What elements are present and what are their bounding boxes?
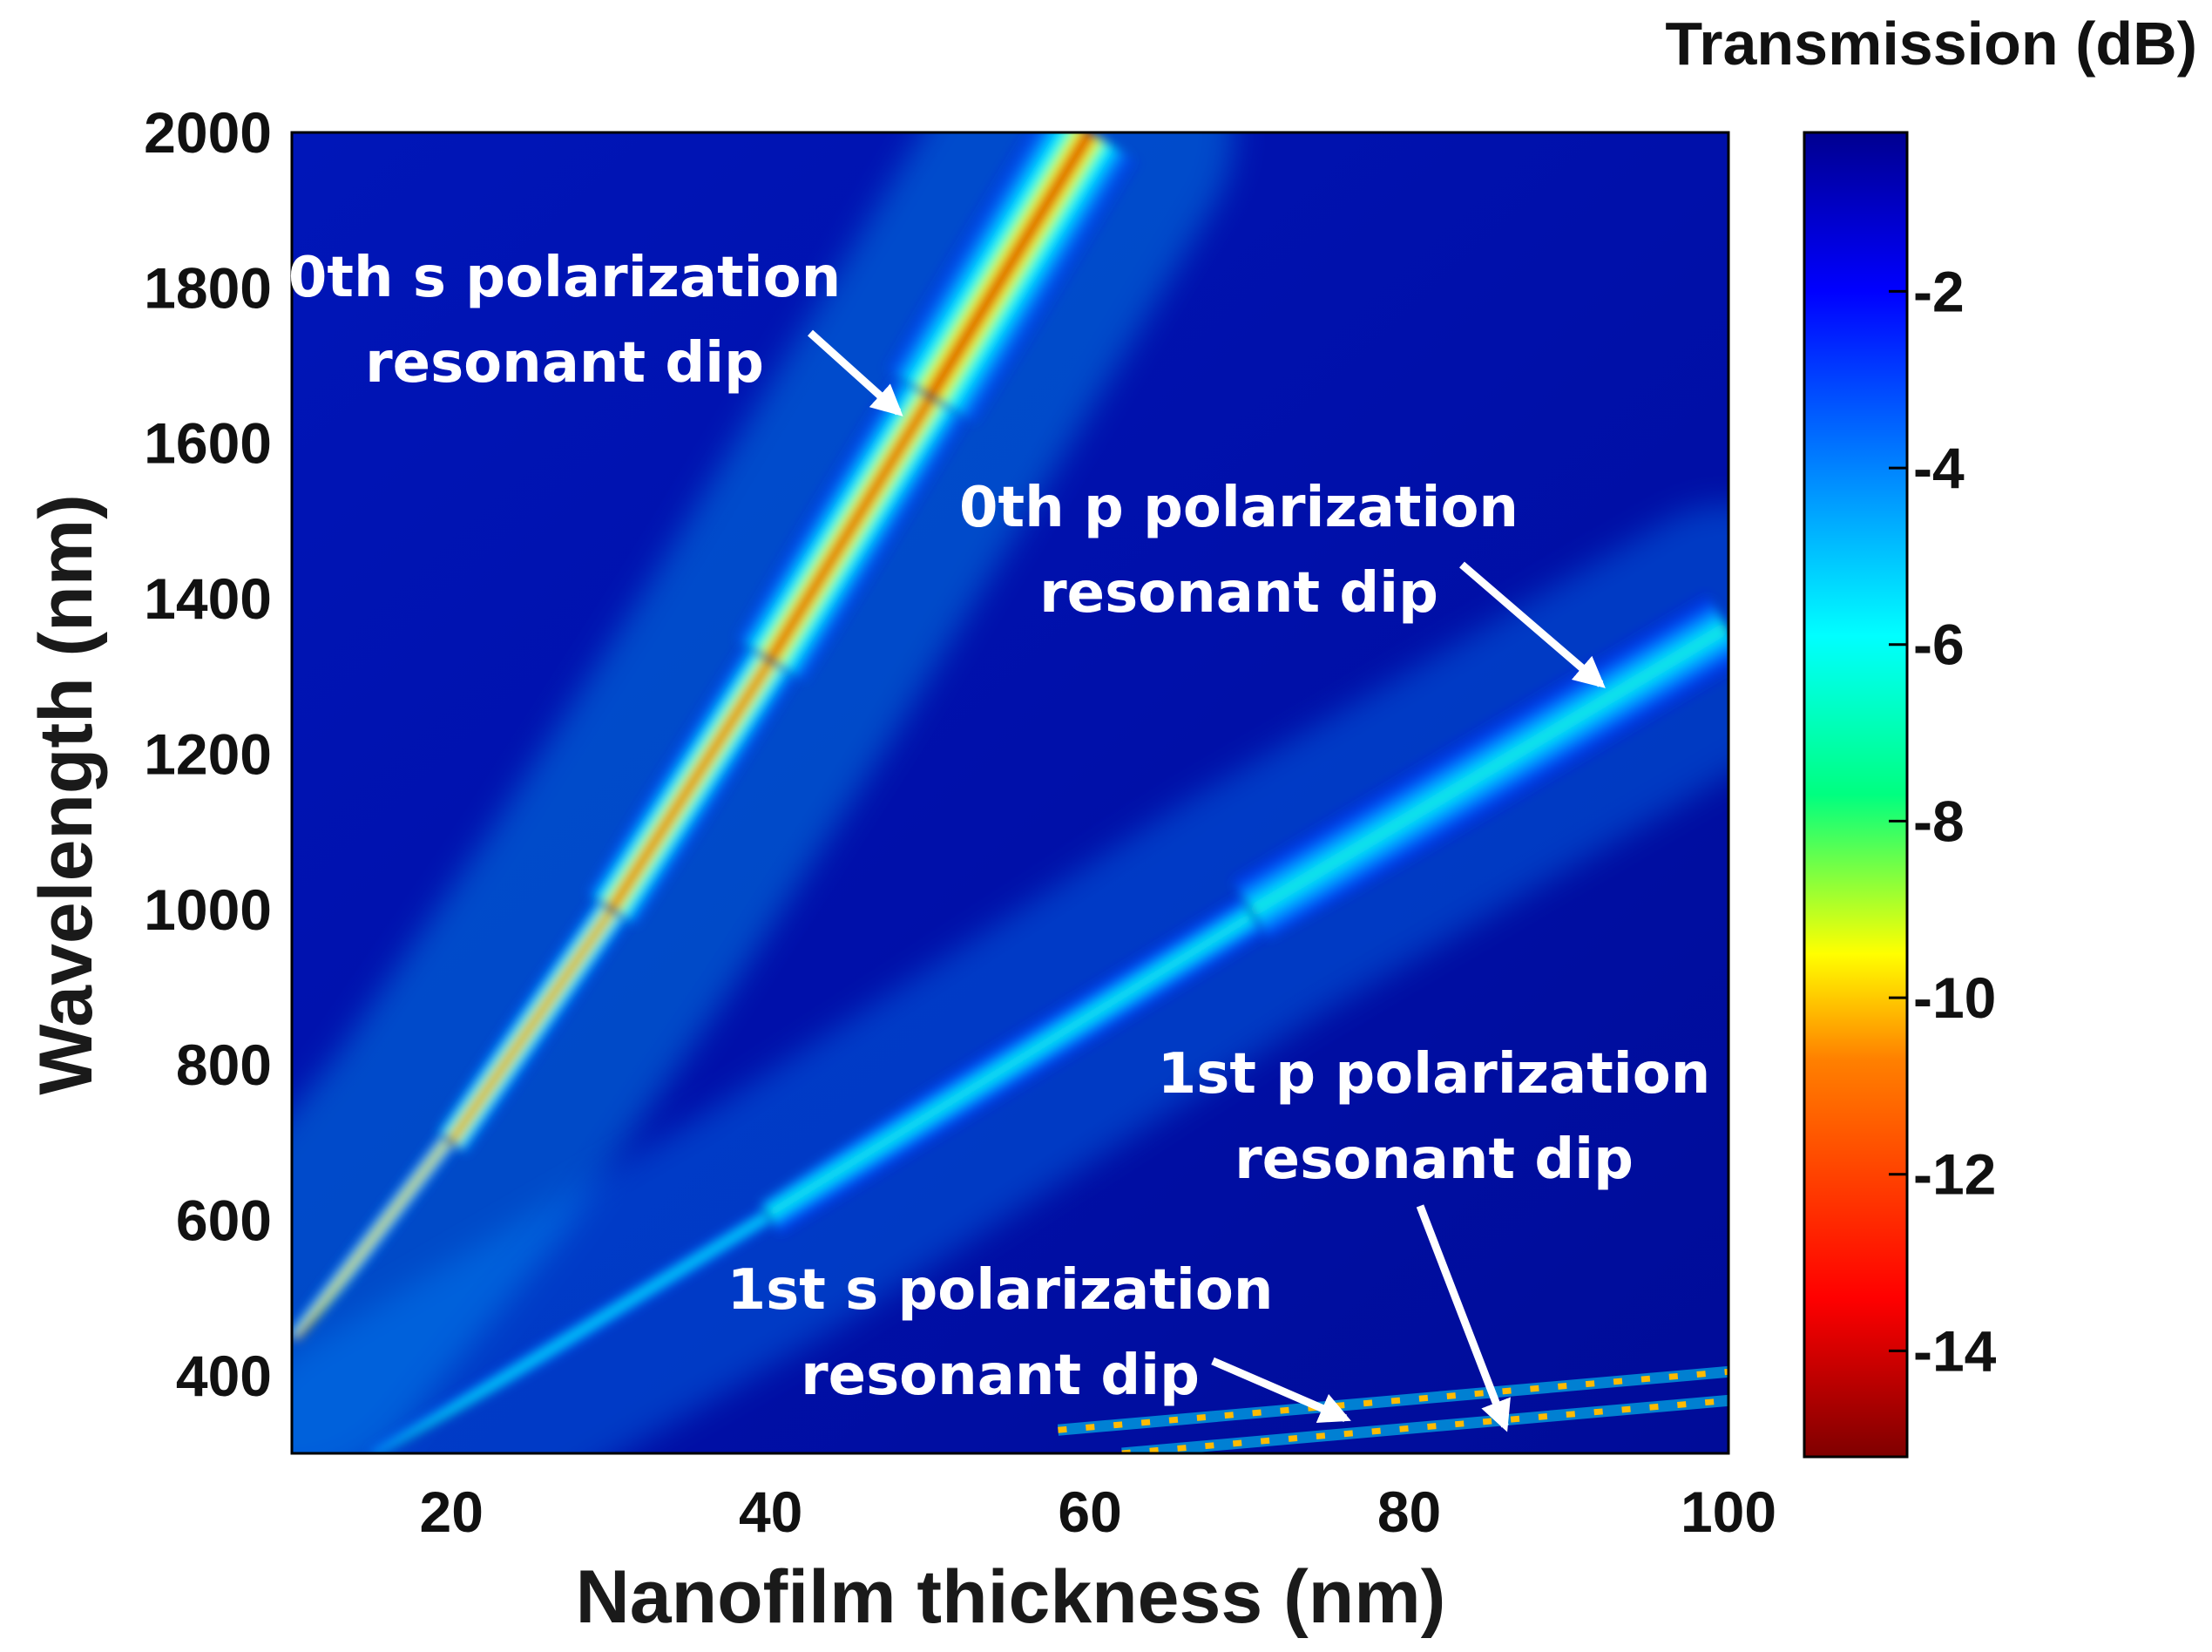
- colorbar-tick-label-3: -8: [1913, 789, 1965, 853]
- y-tick-label-3: 1000: [144, 877, 272, 942]
- annotation-0-line2: resonant dip: [365, 331, 764, 396]
- y-tick-label-2: 800: [176, 1032, 272, 1097]
- colorbar-tick-labels: -2 -4 -6 -8 -10 -12 -14: [1889, 259, 1997, 1383]
- band-2: [1058, 1368, 1728, 1433]
- annotation-1-line1: 0th p polarization: [959, 476, 1519, 540]
- x-axis-title: Nanofilm thickness (nm): [576, 1555, 1446, 1639]
- y-tick-label-0: 400: [176, 1344, 272, 1408]
- annotation-3-line1: 1st s polarization: [727, 1258, 1274, 1323]
- y-tick-label-8: 2000: [144, 100, 272, 165]
- plot-frame: [290, 131, 1730, 1455]
- annotation-1-line2: resonant dip: [1039, 561, 1438, 626]
- annotation-2-line1: 1st p polarization: [1158, 1042, 1711, 1107]
- annotation-3-line2: resonant dip: [801, 1344, 1200, 1408]
- annotation-2-arrow: [1416, 1204, 1511, 1432]
- annotation-0-line1: 0th s polarization: [288, 246, 841, 310]
- y-tick-label-5: 1400: [144, 566, 272, 631]
- x-tick-label-3: 80: [1377, 1479, 1441, 1544]
- x-tick-labels: 20 40 60 80 100: [420, 1479, 1777, 1544]
- colorbar-tick-label-5: -12: [1913, 1142, 1996, 1207]
- colorbar-tick-label-6: -14: [1913, 1318, 1997, 1383]
- y-tick-label-1: 600: [176, 1188, 272, 1252]
- band-0-segment-4: [884, 132, 1147, 424]
- annotation-0-arrow: [807, 329, 903, 416]
- colorbar-title: Transmission (dB): [1665, 10, 2197, 78]
- y-axis-title: Wavelength (nm): [24, 494, 108, 1095]
- band-0-segment-2: [585, 639, 807, 926]
- x-tick-label-0: 20: [420, 1479, 484, 1544]
- x-tick-label-2: 60: [1058, 1479, 1121, 1544]
- annotation-3-arrow: [1211, 1357, 1351, 1423]
- band-0-segment-3: [735, 369, 977, 683]
- colorbar-tick-label-4: -10: [1913, 965, 1996, 1030]
- colorbar-tick-label-2: -6: [1913, 613, 1965, 677]
- colorbar-tick-label-1: -4: [1913, 436, 1965, 500]
- band-1-segment-0: [369, 1203, 781, 1453]
- colorbar-tick-label-0: -2: [1913, 259, 1965, 323]
- annotations: 0th s polarization resonant dip 0th p pola…: [288, 246, 1711, 1432]
- annotation-2-line2: resonant dip: [1235, 1127, 1634, 1192]
- band-0-segment-1: [436, 892, 636, 1154]
- band-3: [1121, 1397, 1728, 1453]
- x-tick-label-1: 40: [739, 1479, 802, 1544]
- y-tick-label-4: 1200: [144, 721, 272, 786]
- band-1-segment-1: [760, 878, 1269, 1237]
- colorbar: [1803, 131, 1909, 1459]
- y-tick-label-7: 1800: [144, 255, 272, 320]
- annotation-1-arrow: [1459, 561, 1606, 688]
- y-tick-labels: 400 600 800 1000 1200 1400 1600 1800 2000: [144, 100, 272, 1408]
- x-tick-label-4: 100: [1681, 1479, 1776, 1544]
- band-0-segment-0: [292, 1131, 466, 1341]
- y-tick-label-6: 1600: [144, 411, 272, 476]
